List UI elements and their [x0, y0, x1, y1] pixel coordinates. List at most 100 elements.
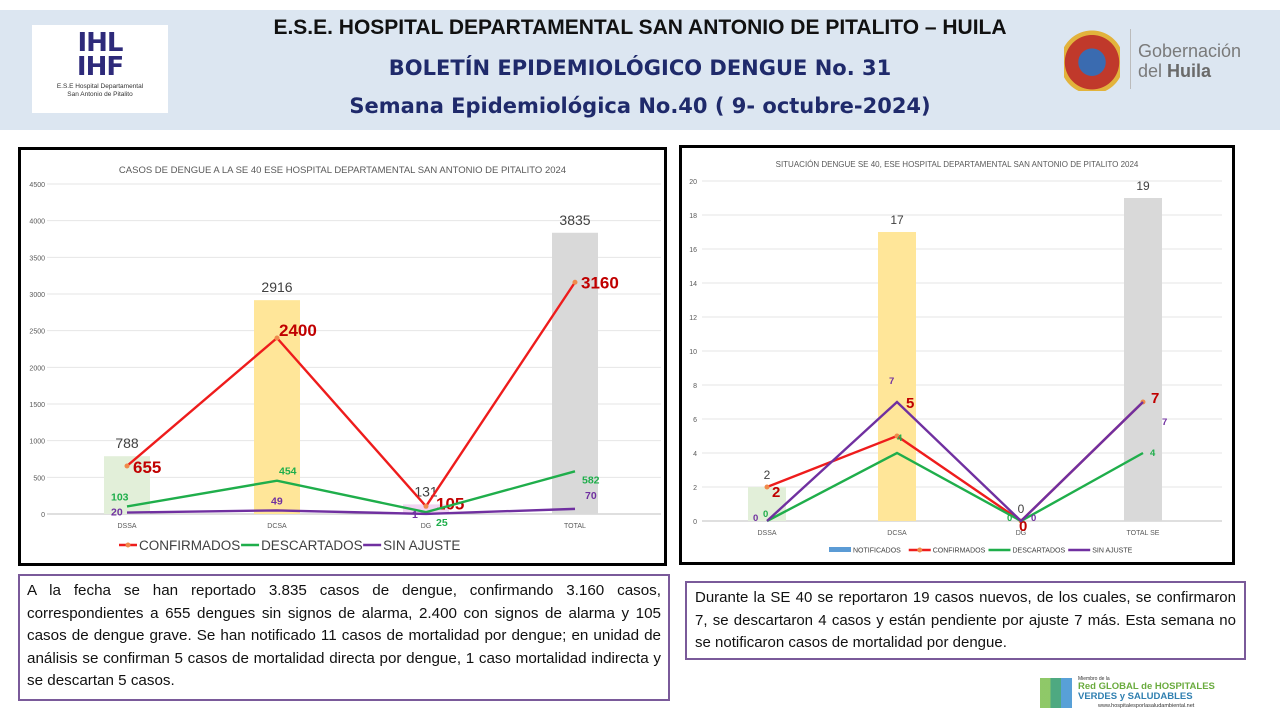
y-tick-label: 1000: [29, 439, 45, 446]
data-label: 20: [111, 507, 123, 519]
data-label: 1: [412, 509, 418, 521]
green-hospitals-icon: [1040, 678, 1072, 708]
logo-divider: [1130, 29, 1131, 89]
chart-cumulative-svg: CASOS DE DENGUE A LA SE 40 ESE HOSPITAL …: [29, 165, 661, 553]
data-label: 5: [906, 395, 914, 412]
logo-caption-line1: E.S.E Hospital Departamental: [56, 83, 144, 90]
y-tick-label: 12: [689, 315, 697, 322]
legend-swatch: [829, 547, 851, 552]
data-point: [894, 433, 900, 439]
bar-value-label: 2916: [261, 279, 292, 295]
y-tick-label: 3000: [29, 292, 45, 299]
y-tick-label: 8: [693, 383, 697, 390]
data-label: 2: [772, 484, 780, 501]
footer-member: Miembro de la: [1078, 676, 1110, 682]
data-label: 0: [763, 509, 768, 520]
chart-cumulative-cases: CASOS DE DENGUE A LA SE 40 ESE HOSPITAL …: [18, 147, 667, 566]
y-tick-label: 4: [693, 451, 697, 458]
data-label: 49: [271, 495, 283, 507]
gob-line1: Gobernación: [1138, 41, 1242, 61]
legend-marker: [125, 542, 131, 548]
legend-label: CONFIRMADOS: [139, 538, 240, 553]
page-title: E.S.E. HOSPITAL DEPARTAMENTAL SAN ANTONI…: [273, 16, 1007, 39]
legend-label: SIN AJUSTE: [1092, 548, 1132, 555]
data-point: [764, 484, 770, 490]
gob-line2a: del: [1138, 61, 1168, 81]
y-tick-label: 2000: [29, 365, 45, 372]
y-tick-label: 4500: [29, 182, 45, 189]
footer-network-1: Red GLOBAL de HOSPITALES: [1078, 681, 1215, 692]
x-tick-label: DG: [421, 523, 432, 530]
x-tick-label: DCSA: [887, 530, 907, 537]
gobernacion-logo: Gobernación del Huila: [1060, 25, 1260, 95]
bar-value-label: 2: [764, 468, 771, 482]
data-point: [423, 503, 429, 509]
data-label: 25: [436, 517, 448, 529]
data-point: [572, 279, 578, 285]
data-label: 2400: [279, 321, 317, 340]
hospital-logo-caption: E.S.E Hospital Departamental San Antonio …: [32, 83, 168, 99]
y-tick-label: 14: [689, 281, 697, 288]
y-tick-label: 4000: [29, 219, 45, 226]
footer-network: Red GLOBAL de HOSPITALES VERDES y SALUDAB…: [1078, 682, 1215, 702]
x-tick-label: DG: [1016, 530, 1027, 537]
logo-caption-line2: San Antonio de Pitalito: [67, 91, 133, 98]
footer-network-2: VERDES y SALUDABLES: [1078, 691, 1193, 702]
x-tick-label: TOTAL SE: [1127, 530, 1160, 537]
bulletin-title: BOLETÍN EPIDEMIOLÓGICO DENGUE No. 31: [388, 56, 892, 80]
x-tick-label: DSSA: [117, 523, 136, 530]
coat-of-arms-icon: [1064, 27, 1120, 91]
data-point: [124, 463, 130, 469]
bar-value-label: 17: [890, 213, 904, 227]
data-label: 655: [133, 458, 161, 477]
data-label: 0: [1019, 518, 1027, 535]
y-tick-label: 0: [41, 512, 45, 519]
x-tick-label: DCSA: [267, 523, 287, 530]
y-tick-label: 20: [689, 179, 697, 186]
bar: [552, 232, 598, 514]
bar-value-label: 788: [115, 435, 139, 451]
bar: [878, 232, 916, 521]
y-tick-label: 16: [689, 247, 697, 254]
data-label: 70: [585, 490, 597, 502]
data-label: 3160: [581, 273, 619, 292]
data-label: 454: [279, 466, 297, 478]
x-tick-label: TOTAL: [564, 523, 586, 530]
y-tick-label: 6: [693, 417, 697, 424]
data-label: 0: [1007, 513, 1012, 524]
bar: [1124, 198, 1162, 521]
y-tick-label: 2500: [29, 329, 45, 336]
y-tick-label: 0: [693, 519, 697, 526]
data-label: 7: [1151, 390, 1159, 407]
summary-cumulative: A la fecha se han reportado 3.835 casos …: [18, 574, 670, 701]
series-line-descartados: [126, 470, 576, 514]
data-label: 7: [1162, 417, 1167, 428]
legend-label: NOTIFICADOS: [853, 548, 901, 555]
footer-url: www.hospitalesporlasaludambiental.net: [1098, 703, 1195, 709]
bar-value-label: 0: [1018, 502, 1025, 516]
y-tick-label: 10: [689, 349, 697, 356]
data-label: 0: [1031, 513, 1036, 524]
series-line-sin-ajuste: [766, 400, 1144, 523]
chart-week-situation: SITUACIÓN DENGUE SE 40, ESE HOSPITAL DEP…: [679, 145, 1235, 565]
chart-week-svg: SITUACIÓN DENGUE SE 40, ESE HOSPITAL DEP…: [689, 160, 1222, 555]
bar-value-label: 3835: [559, 212, 590, 228]
chart-title: SITUACIÓN DENGUE SE 40, ESE HOSPITAL DEP…: [776, 160, 1139, 169]
bar: [403, 504, 449, 514]
y-tick-label: 1500: [29, 402, 45, 409]
legend-label: DESCARTADOS: [261, 538, 363, 553]
hospital-logo-mark: IHL IHF: [76, 28, 124, 82]
y-tick-label: 2: [693, 485, 697, 492]
legend-label: CONFIRMADOS: [933, 548, 986, 555]
series-line-descartados: [766, 451, 1144, 523]
bar-value-label: 19: [1136, 179, 1150, 193]
series-line-confirmados: [766, 401, 1144, 523]
data-point: [274, 335, 280, 341]
legend-marker: [917, 547, 923, 553]
series-line-confirmados: [126, 281, 576, 509]
x-tick-label: DSSA: [757, 530, 776, 537]
data-label: 0: [753, 513, 758, 524]
data-label: 582: [582, 474, 600, 486]
data-label: 7: [889, 376, 894, 387]
data-label: 103: [111, 491, 129, 503]
